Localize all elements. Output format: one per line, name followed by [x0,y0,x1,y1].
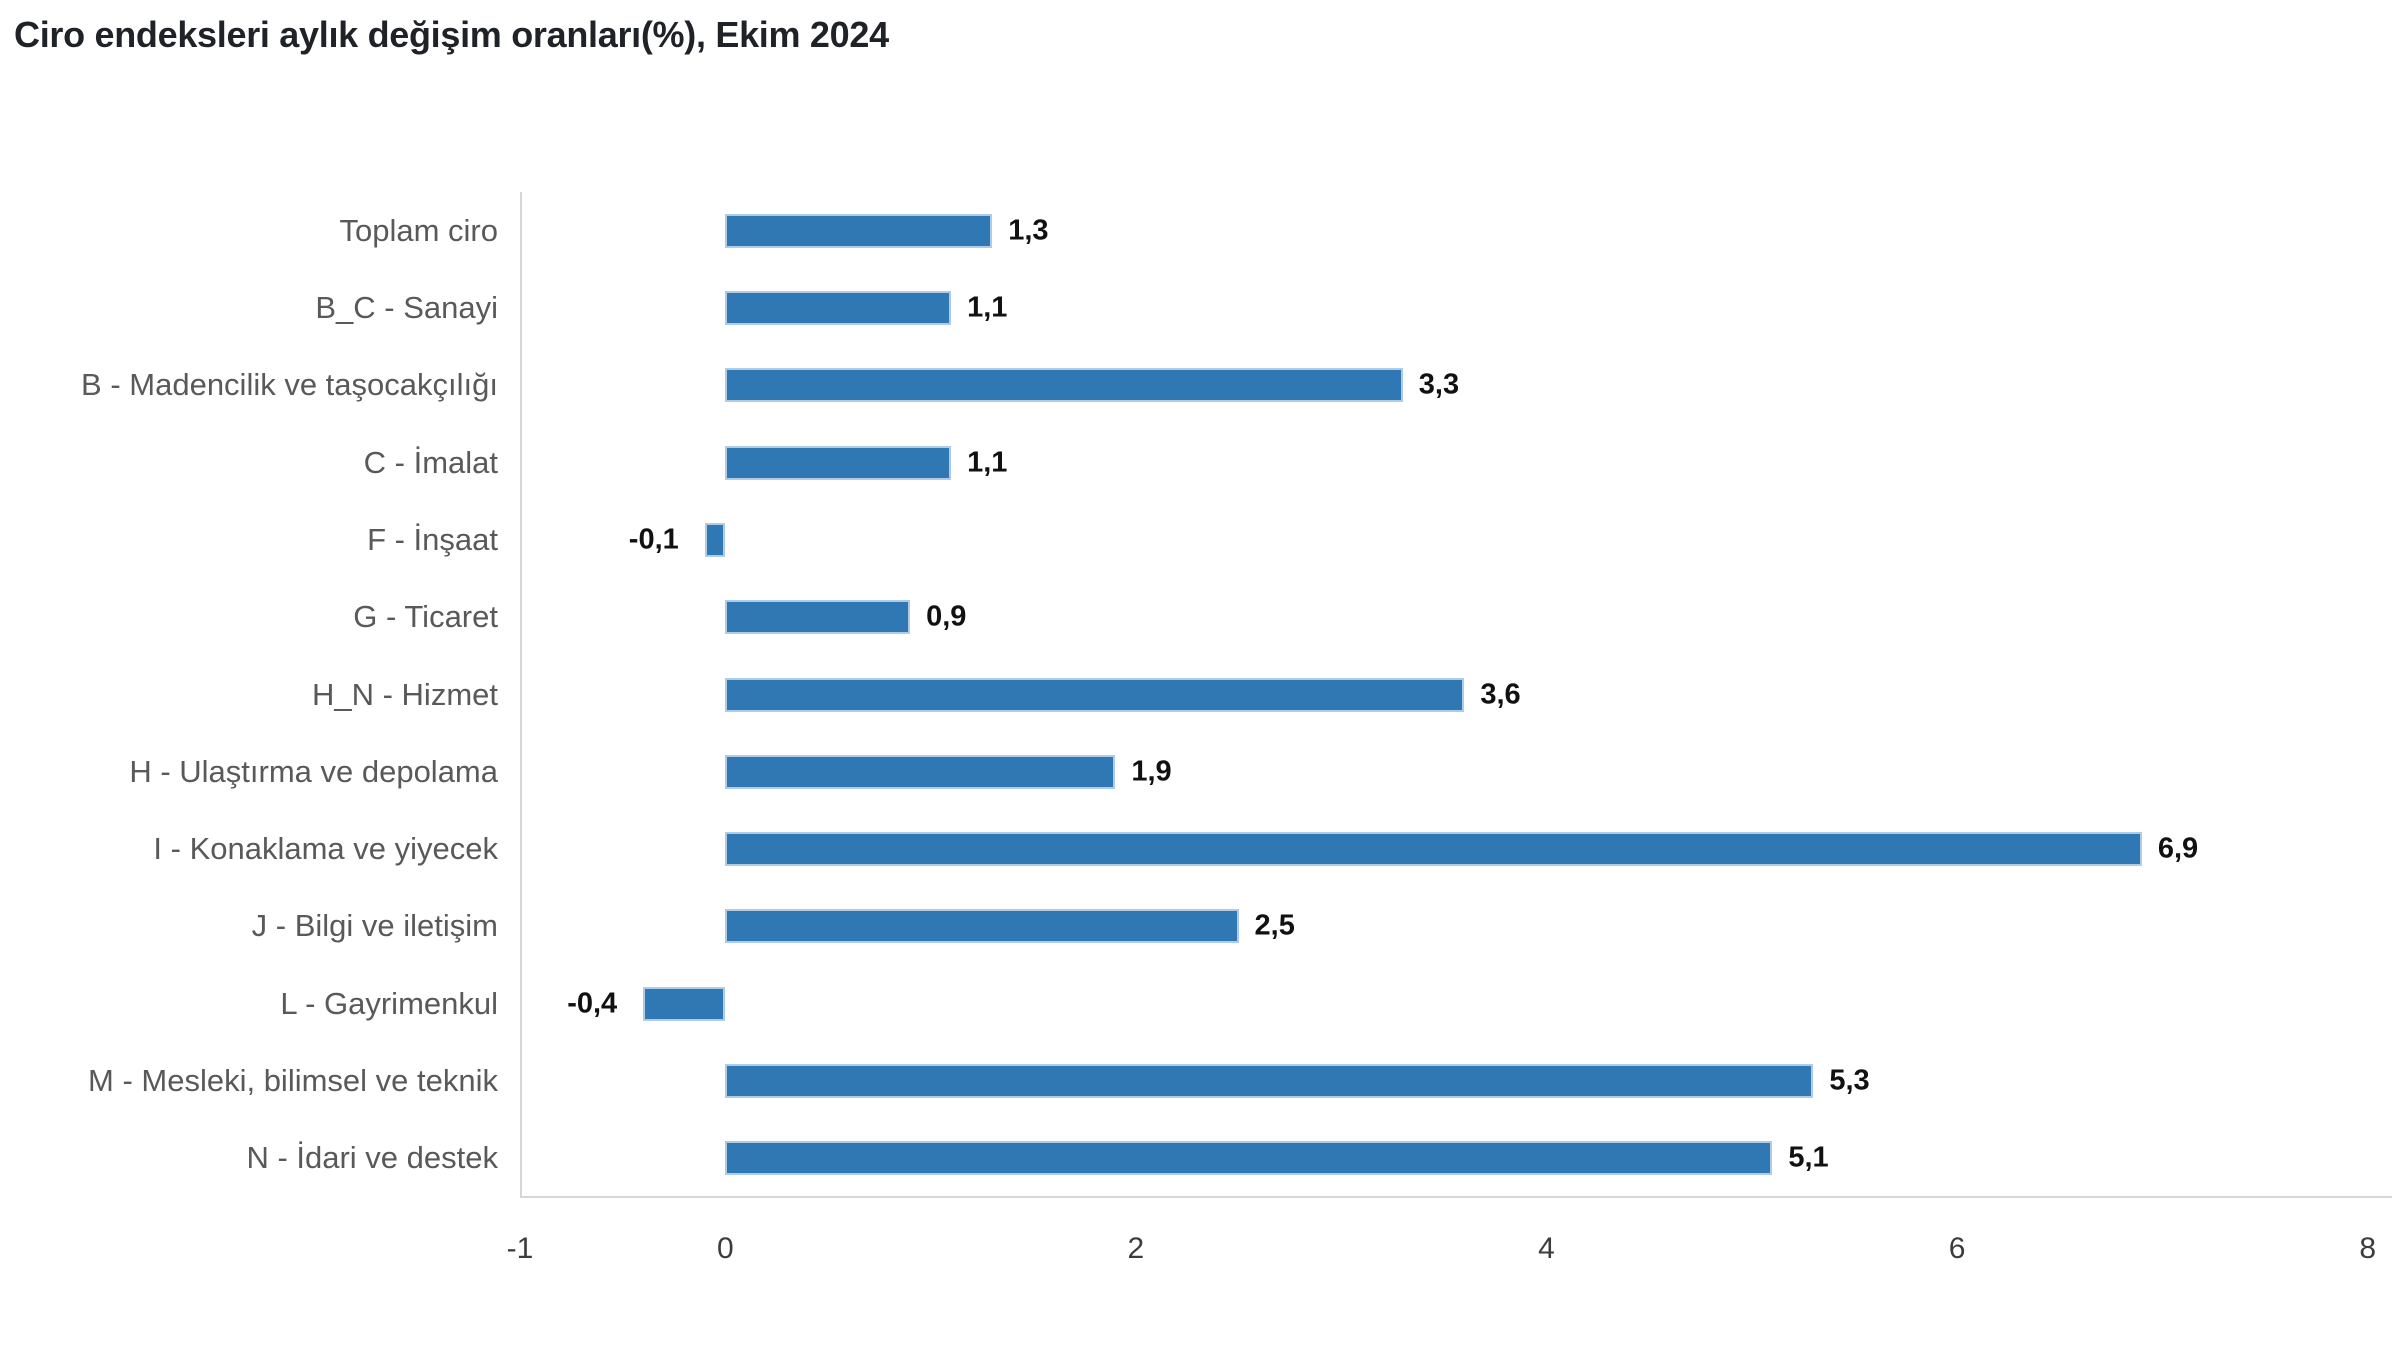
category-label: I - Konaklama ve yiyecek [153,831,498,867]
bar [725,213,993,248]
category-label: N - İdari ve destek [246,1140,498,1176]
bar [643,986,726,1021]
x-tick-label: 6 [1948,1232,1966,1265]
bar [725,1141,1773,1176]
value-label: 0,9 [926,600,967,633]
value-label: 1,9 [1131,755,1172,788]
category-label: H - Ulaştırma ve depolama [129,753,498,789]
value-label: 1,1 [967,291,1008,324]
value-label: -0,4 [567,987,618,1020]
bar [725,677,1465,712]
bar [725,1064,1814,1099]
bar [725,445,952,480]
x-tick-label: -1 [506,1232,534,1265]
category-label: J - Bilgi ve iletişim [251,908,498,944]
category-label: M - Mesleki, bilimsel ve teknik [88,1063,498,1099]
bar [725,600,911,635]
chart-title: Ciro endeksleri aylık değişim oranları(%… [14,14,889,55]
x-tick-label: 2 [1127,1232,1145,1265]
x-tick-label: 4 [1538,1232,1555,1265]
value-label: -0,1 [628,523,679,556]
bar [725,290,952,325]
value-label: 5,3 [1829,1064,1870,1097]
category-label: F - İnşaat [367,521,498,557]
value-label: 3,6 [1480,678,1521,710]
category-label: B - Madencilik ve taşocakçılığı [81,367,498,403]
bar [725,832,2142,867]
value-label: 5,1 [1788,1141,1829,1174]
bar [725,909,1239,944]
y-axis-line [520,192,522,1197]
category-label: G - Ticaret [353,599,498,635]
category-label: B_C - Sanayi [315,289,498,325]
bar [725,368,1403,403]
value-label: 1,1 [967,446,1008,479]
value-label: 6,9 [2157,832,2199,865]
x-axis-line [520,1196,2392,1198]
value-label: 2,5 [1254,909,1295,942]
category-label: C - İmalat [363,444,498,480]
value-label: 3,3 [1418,368,1460,401]
category-label: L - Gayrimenkul [280,985,498,1021]
x-tick-label: 0 [716,1232,734,1265]
bar [725,754,1116,789]
x-tick-label: 8 [2359,1232,2377,1265]
bar [704,522,726,557]
category-label: Toplam ciro [339,212,499,248]
value-label: 1,3 [1008,214,1049,247]
category-label: H_N - Hizmet [311,676,498,712]
